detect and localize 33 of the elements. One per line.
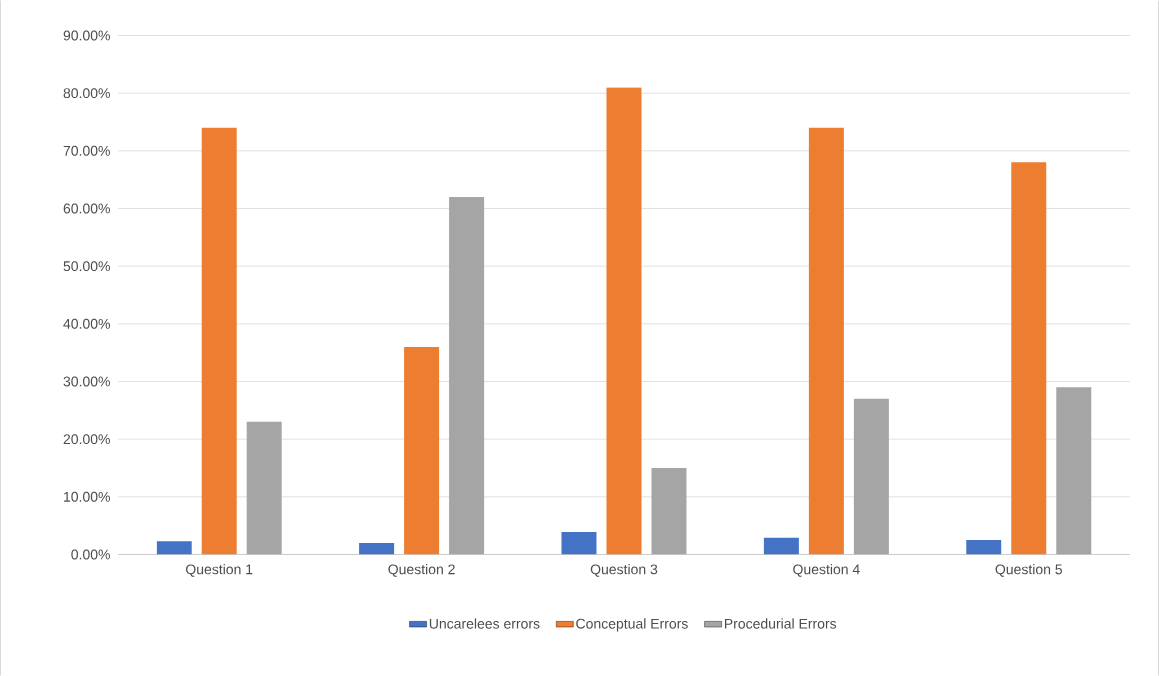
- bar: [606, 87, 642, 555]
- y-tick-label: 0.00%: [71, 549, 110, 560]
- y-tick-label: 30.00%: [63, 376, 110, 387]
- bar: [1056, 387, 1092, 555]
- x-tick-label: Question 1: [186, 564, 253, 577]
- bar: [1011, 162, 1047, 555]
- x-tick-label: Question 4: [793, 564, 860, 577]
- y-tick-label: 60.00%: [63, 203, 110, 214]
- x-tick-label: Question 3: [590, 564, 658, 577]
- x-tick-label: Question 5: [995, 564, 1063, 577]
- y-tick-label: 40.00%: [63, 318, 110, 329]
- bar: [808, 127, 844, 555]
- bar: [561, 532, 597, 555]
- bar: [404, 346, 440, 555]
- y-tick-label: 70.00%: [63, 145, 110, 156]
- y-tick-label: 10.00%: [64, 491, 110, 502]
- bar: [156, 541, 192, 555]
- legend-label: Procedurial Errors: [724, 618, 837, 629]
- bar: [651, 467, 687, 555]
- bar: [201, 127, 237, 555]
- bar: [359, 542, 395, 555]
- bar: [246, 421, 282, 555]
- y-tick-label: 90.00%: [63, 30, 110, 41]
- y-tick-label: 80.00%: [63, 88, 110, 99]
- legend-label: Uncarelees errors: [429, 618, 540, 629]
- bar: [763, 537, 799, 555]
- legend-label: Conceptual Errors: [576, 618, 688, 632]
- y-tick-label: 20.00%: [63, 434, 110, 445]
- bar: [966, 540, 1002, 555]
- bar: [449, 196, 485, 555]
- bar: [853, 398, 889, 555]
- y-tick-label: 50.00%: [63, 261, 110, 272]
- x-tick-label: Question 2: [388, 564, 455, 577]
